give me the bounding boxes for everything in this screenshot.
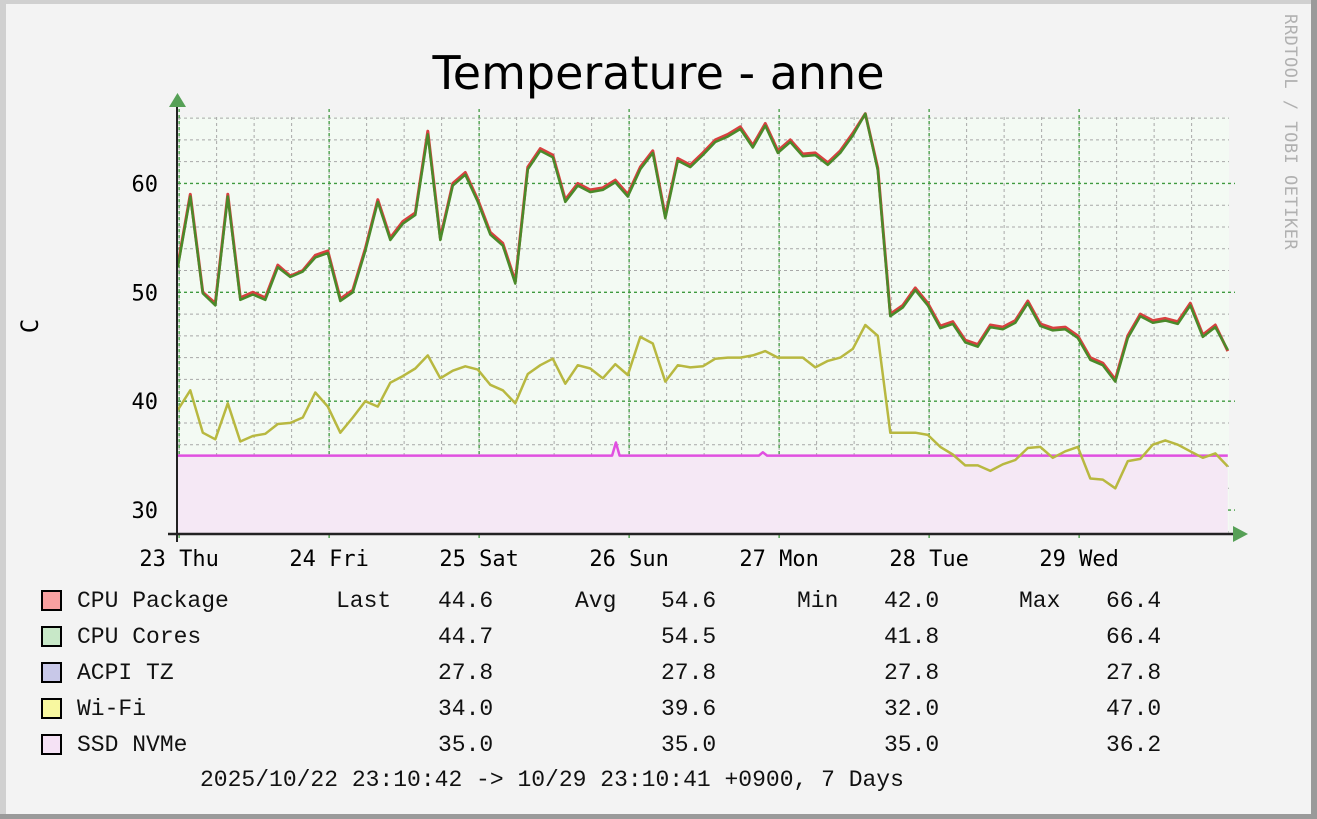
watermark: RRDTOOL / TOBI OETIKER <box>1280 14 1300 251</box>
ssd-nvme-line <box>177 441 1228 457</box>
cpu-cores-line <box>176 112 1229 383</box>
y-tick-label: 50 <box>132 281 159 306</box>
legend-max: 36.2 <box>1106 732 1162 758</box>
legend-swatch <box>41 590 62 611</box>
y-axis-label: C <box>16 318 44 334</box>
x-axis-arrow-icon <box>1233 526 1248 542</box>
wifi-line <box>176 323 1229 490</box>
legend-label: Wi-Fi <box>77 696 147 722</box>
legend-min: 27.8 <box>884 660 940 686</box>
legend-max: 66.4 <box>1106 624 1162 650</box>
legend-max: 27.8 <box>1106 660 1162 686</box>
stat-label-min: Min <box>797 588 839 614</box>
tick-labels: 30 40 50 60 23 Thu 24 Fri 25 Sat 26 Sun 27 Mon 28… <box>132 172 1119 572</box>
x-tick-label: 26 Sun <box>589 547 668 572</box>
legend-last: 34.0 <box>438 696 494 722</box>
axes <box>168 93 1248 542</box>
legend-last: 27.8 <box>438 660 494 686</box>
x-tick-label: 27 Mon <box>739 547 818 572</box>
legend-min: 35.0 <box>884 732 940 758</box>
legend-max: 66.4 <box>1106 588 1162 614</box>
x-tick-label: 29 Wed <box>1039 547 1118 572</box>
y-tick-label: 40 <box>132 390 159 415</box>
legend-min: 42.0 <box>884 588 940 614</box>
time-range-footer: 2025/10/22 23:10:42 -> 10/29 23:10:41 +0… <box>200 767 904 793</box>
legend-swatch <box>41 626 62 647</box>
legend-label: CPU Package <box>77 588 229 614</box>
legend-avg: 39.6 <box>661 696 717 722</box>
legend-avg: 27.8 <box>661 660 717 686</box>
legend-last: 44.6 <box>438 588 494 614</box>
legend-min: 41.8 <box>884 624 940 650</box>
x-tick-label: 23 Thu <box>139 547 218 572</box>
stat-label-max: Max <box>1019 588 1061 614</box>
x-tick-label: 25 Sat <box>439 547 518 572</box>
frame-right <box>1311 0 1317 819</box>
legend-last: 44.7 <box>438 624 494 650</box>
frame-bottom <box>0 814 1317 819</box>
frame-top <box>0 0 1317 4</box>
chart-title: Temperature - anne <box>432 46 885 100</box>
frame-left <box>0 0 6 819</box>
x-tick-label: 28 Tue <box>889 547 968 572</box>
y-axis-arrow-icon <box>169 93 186 107</box>
legend-label: CPU Cores <box>77 624 202 650</box>
stat-label-avg: Avg <box>575 588 617 614</box>
y-tick-label: 30 <box>132 499 159 524</box>
legend-last: 35.0 <box>438 732 494 758</box>
x-tick-label: 24 Fri <box>289 547 368 572</box>
legend-swatch <box>41 698 62 719</box>
legend-label: ACPI TZ <box>77 660 174 686</box>
legend-max: 47.0 <box>1106 696 1162 722</box>
series-group <box>174 112 1230 535</box>
legend-swatch <box>41 662 62 683</box>
y-tick-label: 60 <box>132 172 159 197</box>
legend-label: SSD NVMe <box>77 732 188 758</box>
legend-swatch <box>41 734 62 755</box>
legend-avg: 54.6 <box>661 588 717 614</box>
stat-label-last: Last <box>336 588 392 614</box>
legend-avg: 35.0 <box>661 732 717 758</box>
legend-avg: 54.5 <box>661 624 717 650</box>
legend-min: 32.0 <box>884 696 940 722</box>
